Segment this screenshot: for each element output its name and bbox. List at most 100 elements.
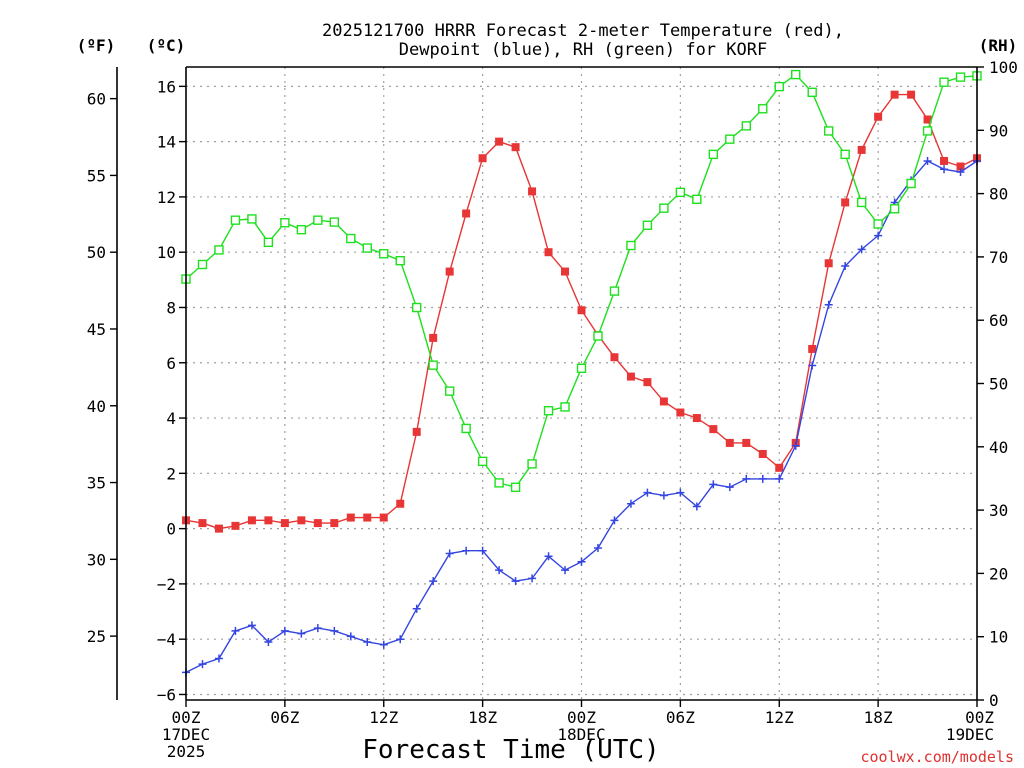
fahrenheit-tick-label: 40 [87, 397, 106, 416]
dewpoint-point [577, 557, 586, 566]
rh-point [609, 286, 620, 296]
temperature-point [890, 90, 899, 99]
dewpoint-point [593, 543, 602, 552]
dewpoint-point [841, 262, 850, 271]
temperature-point [528, 187, 537, 196]
rh-tick-label: 80 [989, 185, 1008, 204]
rh-point [675, 187, 686, 198]
temperature-point [280, 519, 289, 528]
rh-point [823, 126, 834, 136]
rh-tick-label: 90 [989, 121, 1008, 140]
rh-point [379, 249, 389, 259]
rh-point [247, 214, 257, 224]
temperature-point [775, 463, 784, 472]
rh-point [725, 134, 735, 144]
rh-point [395, 255, 405, 266]
rh-point [856, 197, 867, 208]
temperature-point [198, 519, 207, 528]
temperature-point [429, 333, 438, 342]
temperature-point [742, 438, 751, 447]
rh-point [560, 402, 570, 412]
temperature-point [363, 513, 372, 522]
celsius-unit-label: (ºC) [147, 36, 186, 55]
dewpoint-point [692, 502, 701, 511]
rh-point [774, 81, 784, 92]
dewpoint-point [280, 626, 289, 635]
x-tick-label: 12Z [369, 708, 398, 727]
dewpoint-point [462, 546, 471, 555]
fahrenheit-tick-label: 45 [87, 320, 106, 339]
rh-point [494, 478, 504, 488]
temperature-point [544, 248, 553, 257]
temperature-point [610, 353, 619, 362]
temperature-point [758, 449, 767, 458]
temperature-point [956, 162, 965, 171]
rh-tick-label: 0 [989, 691, 999, 710]
dewpoint-point [247, 621, 256, 630]
rh-point [741, 121, 751, 131]
celsius-tick-label: 12 [157, 188, 176, 207]
dewpoint-point [610, 516, 619, 525]
dewpoint-series [182, 156, 981, 677]
temperature-point [709, 425, 718, 434]
temperature-point [841, 198, 850, 207]
temperature-point [313, 519, 322, 528]
temperature-point [346, 513, 355, 522]
rh-point [510, 482, 521, 493]
celsius-tick-label: 4 [166, 409, 176, 428]
rh-point [527, 459, 537, 469]
rh-point [346, 233, 356, 244]
fahrenheit-tick-label: 30 [87, 550, 106, 569]
celsius-tick-label: −2 [157, 575, 176, 594]
dewpoint-point [758, 474, 767, 483]
dewpoint-point [495, 566, 504, 575]
rh-point [477, 456, 488, 467]
dewpoint-point [379, 640, 388, 649]
dewpoint-point [940, 165, 949, 174]
rh-point [428, 360, 438, 370]
fahrenheit-tick-label: 35 [87, 474, 106, 493]
fahrenheit-tick-label: 60 [87, 90, 106, 109]
temperature-point [626, 372, 635, 381]
temperature-point [940, 156, 949, 165]
dewpoint-point [808, 361, 817, 370]
celsius-tick-label: −4 [157, 630, 176, 649]
x-tick-label: 19DEC [946, 725, 994, 744]
temperature-point [330, 519, 339, 528]
rh-tick-label: 60 [989, 311, 1008, 330]
temperature-point [231, 521, 240, 530]
rh-point [214, 245, 224, 255]
rh-tick-label: 40 [989, 438, 1008, 457]
x-tick-label: 00Z [965, 708, 994, 727]
celsius-tick-label: 2 [166, 464, 176, 483]
rh-point [642, 220, 653, 230]
rh-point [280, 218, 290, 228]
rh-point [708, 149, 719, 160]
celsius-tick-label: 10 [157, 243, 176, 262]
x-tick-label: 18DEC [557, 725, 605, 744]
rh-point [840, 149, 850, 160]
data-series [181, 69, 982, 677]
temperature-point [692, 414, 701, 423]
temperature-point [445, 267, 454, 276]
temperature-point [214, 524, 223, 533]
temperature-point [264, 516, 273, 525]
rh-point [939, 77, 949, 87]
rh-point [329, 217, 340, 227]
temperature-point [659, 397, 668, 406]
dewpoint-point [824, 300, 833, 309]
x-tick-label: 00Z [172, 708, 201, 727]
rh-point [692, 194, 702, 204]
dewpoint-point [412, 604, 421, 613]
temperature-point [923, 115, 932, 124]
x-tick-label: 18Z [468, 708, 497, 727]
fahrenheit-unit-label: (ºF) [77, 36, 116, 55]
dewpoint-point [874, 231, 883, 240]
temperature-point [379, 513, 388, 522]
temperature-point [857, 145, 866, 154]
rh-point [626, 240, 636, 251]
dewpoint-point [511, 577, 520, 586]
temperature-point [247, 516, 256, 525]
celsius-tick-label: 14 [157, 133, 176, 152]
rh-point [576, 363, 587, 374]
